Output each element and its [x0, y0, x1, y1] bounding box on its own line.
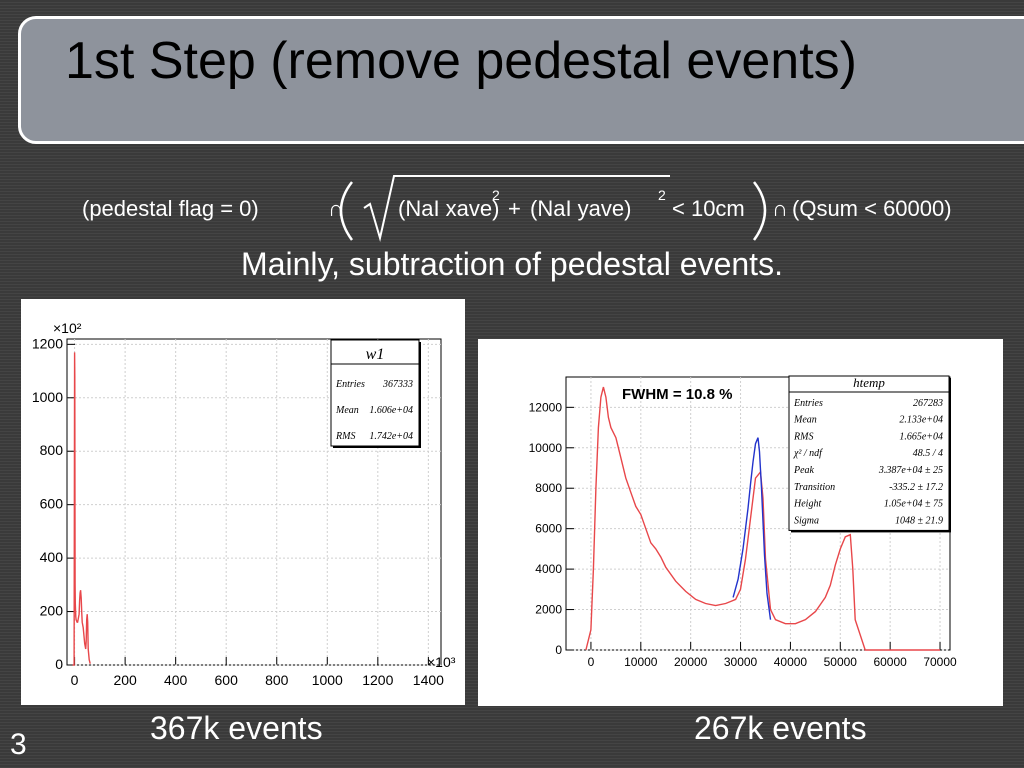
stats-box: htemp Entries 267283 Mean 2.133e+04 RMS 1.665e…	[788, 375, 951, 533]
stats-label: Mean	[793, 415, 817, 426]
stats-label: RMS	[793, 431, 813, 442]
stats-value: 2.133e+04	[899, 415, 943, 426]
y-tick-label: 1000	[32, 389, 63, 405]
left-paren	[339, 181, 354, 241]
exponent-b: 2	[658, 187, 666, 203]
x-tick-label: 30000	[724, 655, 758, 669]
y-tick-label: 0	[55, 656, 63, 672]
formula-part3: (Qsum < 60000)	[792, 196, 952, 221]
stats-value: -335.2 ± 17.2	[889, 482, 943, 493]
slide-title: 1st Step (remove pedestal events)	[65, 32, 857, 90]
y-tick-label: 12000	[529, 400, 563, 414]
x-tick-label: 1400	[413, 672, 444, 688]
y-tick-label: 400	[40, 549, 64, 565]
stats-name: w1	[366, 346, 385, 363]
stats-value: 1.742e+04	[369, 431, 413, 442]
stats-label: RMS	[335, 431, 355, 442]
x-tick-label: 50000	[824, 655, 858, 669]
subtitle: Mainly, subtraction of pedestal events.	[241, 246, 783, 282]
stats-label: Height	[793, 499, 821, 510]
stats-value: 1048 ± 21.9	[895, 515, 943, 526]
x-multiplier: ×10³	[427, 654, 456, 670]
x-tick-label: 60000	[873, 655, 907, 669]
y-tick-label: 600	[40, 496, 64, 512]
stats-frame	[788, 375, 950, 531]
stats-label: Entries	[793, 398, 823, 409]
x-tick-label: 400	[164, 672, 188, 688]
left-histogram-panel: 0 200 400 600 800 1000 1200 1400 0 200 400 600 800 10…	[21, 299, 465, 705]
x-tick-label: 20000	[674, 655, 708, 669]
x-tick-label: 40000	[774, 655, 808, 669]
stats-value: 1.05e+04 ± 75	[884, 499, 943, 510]
x-tick-label: 1000	[312, 672, 343, 688]
y-tick-label: 800	[40, 442, 64, 458]
stats-label: χ² / ndf	[793, 448, 823, 459]
stats-name: htemp	[853, 375, 885, 390]
stats-label: Transition	[794, 482, 835, 493]
radicand-a: (NaI xave)	[398, 196, 499, 221]
stats-box: w1 Entries 367333 Mean 1.606e+04 RMS 1.742e+04	[330, 339, 421, 448]
right-paren	[752, 181, 767, 241]
right-caption: 267k events	[694, 710, 867, 746]
sqrt-sign	[363, 175, 670, 242]
left-histogram: 0 200 400 600 800 1000 1200 1400 0 200 400 600 800 10…	[32, 320, 456, 688]
formula-cap-2: ∩	[772, 196, 788, 221]
x-tick-label: 0	[71, 672, 79, 688]
stats-label: Entries	[335, 379, 365, 390]
stats-value: 1.606e+04	[369, 405, 413, 416]
y-tick-label: 10000	[529, 441, 563, 455]
stats-value: 367333	[382, 379, 413, 390]
x-tick-label: 800	[265, 672, 289, 688]
selection-formula: (pedestal flag = 0) ∩ (NaI xave) 2 + (Na…	[70, 170, 990, 255]
x-tick-label: 0	[588, 655, 595, 669]
x-tick-label: 600	[215, 672, 239, 688]
x-tick-label: 70000	[923, 655, 957, 669]
stats-value: 1.665e+04	[899, 431, 943, 442]
series-line-0	[585, 386, 940, 651]
title-bar: 1st Step (remove pedestal events)	[18, 16, 1024, 144]
y-tick-label: 2000	[535, 603, 562, 617]
right-histogram: 0 10000 20000 30000 40000 50000 60000 70000 0 200…	[529, 375, 957, 669]
x-tick-label: 10000	[624, 655, 658, 669]
left-caption: 367k events	[150, 710, 323, 746]
y-tick-label: 0	[555, 643, 562, 657]
x-tick-label: 1200	[362, 672, 393, 688]
stats-value: 267283	[913, 398, 943, 409]
stats-label: Sigma	[794, 515, 819, 526]
y-tick-label: 8000	[535, 481, 562, 495]
series-line-1	[732, 437, 772, 620]
y-multiplier: ×10²	[53, 320, 82, 336]
slide-number: 3	[10, 728, 27, 761]
stats-label: Peak	[793, 465, 815, 476]
formula-cap-1: ∩	[328, 196, 344, 221]
stats-frame	[330, 339, 420, 447]
stats-value: 3.387e+04 ± 25	[878, 465, 943, 476]
right-histogram-panel: 0 10000 20000 30000 40000 50000 60000 70000 0 200…	[478, 339, 1003, 706]
radius-condition: < 10cm	[672, 196, 745, 221]
y-tick-label: 6000	[535, 522, 562, 536]
y-tick-label: 1200	[32, 335, 63, 351]
y-tick-label: 4000	[535, 562, 562, 576]
fwhm-annotation: FWHM = 10.8 %	[622, 386, 732, 403]
y-tick-label: 200	[40, 603, 64, 619]
x-tick-label: 200	[113, 672, 137, 688]
radicand-b: (NaI yave)	[530, 196, 631, 221]
exponent-a: 2	[492, 187, 500, 203]
series-line-0	[72, 352, 91, 666]
formula-svg: (pedestal flag = 0) ∩ (NaI xave) 2 + (Na…	[82, 175, 952, 242]
plus-sign: +	[508, 196, 521, 221]
stats-label: Mean	[335, 405, 359, 416]
formula-part1: (pedestal flag = 0)	[82, 196, 259, 221]
stats-value: 48.5 / 4	[913, 448, 943, 459]
